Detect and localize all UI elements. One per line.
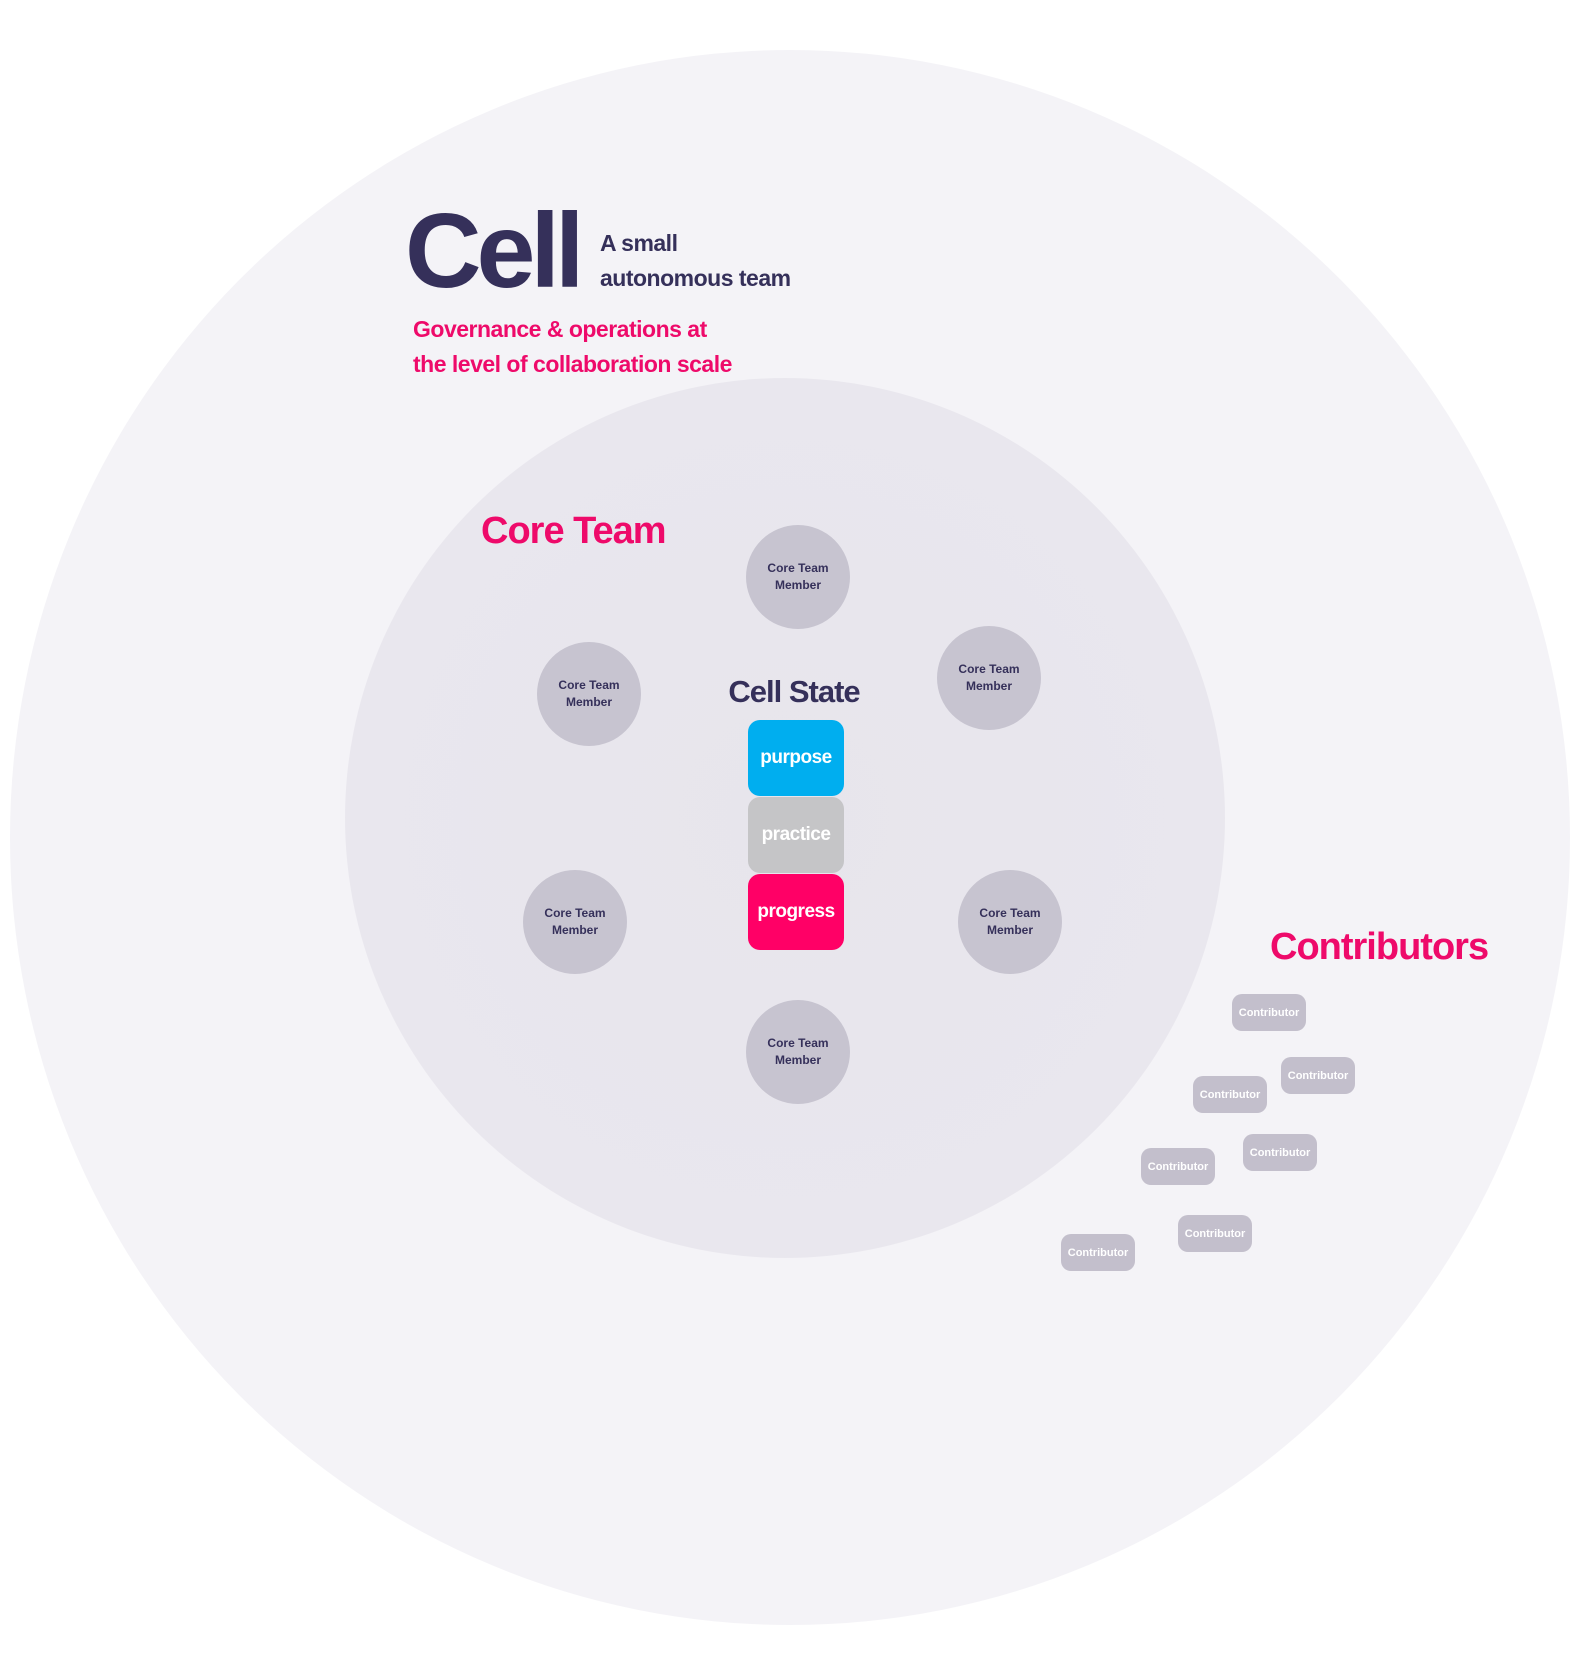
cell-tagline-line: Governance & operations at — [413, 316, 707, 342]
core-team-member-label: Core Team Member — [544, 906, 606, 937]
core-team-label: Core Team — [481, 510, 667, 552]
cell-state-practice: practice — [748, 797, 844, 873]
core-team-member: Core Team Member — [937, 626, 1041, 730]
contributor-chip: Contributor — [1281, 1057, 1355, 1094]
core-team-member-label: Core Team Member — [767, 561, 829, 592]
contributor-chip: Contributor — [1232, 994, 1306, 1031]
contributor-chip: Contributor — [1243, 1134, 1317, 1171]
cell-subtitle: A small autonomous team — [600, 226, 791, 296]
core-team-member-label: Core Team Member — [767, 1036, 829, 1067]
core-team-member-label: Core Team Member — [558, 678, 620, 709]
contributors-label: Contributors — [1270, 926, 1489, 968]
core-team-member: Core Team Member — [523, 870, 627, 974]
cell-title: Cell — [405, 192, 584, 310]
cell-tagline: Governance & operations at the level of … — [413, 312, 732, 382]
core-team-member: Core Team Member — [746, 1000, 850, 1104]
contributor-chip: Contributor — [1141, 1148, 1215, 1185]
contributor-chip: Contributor — [1061, 1234, 1135, 1271]
contributor-chip: Contributor — [1178, 1215, 1252, 1252]
core-team-member: Core Team Member — [746, 525, 850, 629]
core-team-member-label: Core Team Member — [979, 906, 1041, 937]
core-team-member: Core Team Member — [958, 870, 1062, 974]
core-team-member-label: Core Team Member — [958, 662, 1020, 693]
cell-subtitle-line: A small — [600, 230, 678, 256]
cell-state-title: Cell State — [728, 674, 860, 709]
cell-state-progress: progress — [748, 874, 844, 950]
contributor-chip: Contributor — [1193, 1076, 1267, 1113]
core-team-member: Core Team Member — [537, 642, 641, 746]
cell-state-purpose: purpose — [748, 720, 844, 796]
cell-subtitle-line: autonomous team — [600, 265, 791, 291]
cell-tagline-line: the level of collaboration scale — [413, 351, 732, 377]
